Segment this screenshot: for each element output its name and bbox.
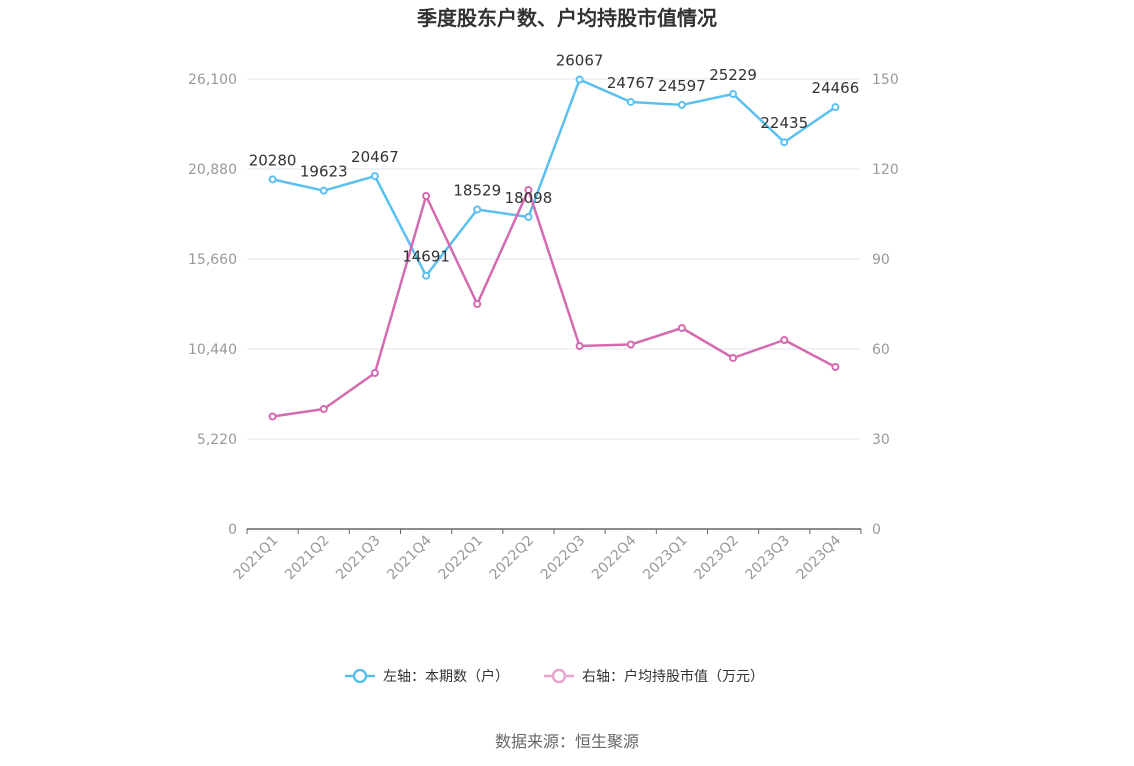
data-point[interactable] — [626, 97, 635, 106]
data-point[interactable] — [370, 369, 379, 377]
right-tick-label: 30 — [872, 432, 890, 448]
left-axis: 0 5,220 10,440 15,660 20,880 26,100 — [188, 72, 237, 538]
left-tick-label: 5,220 — [197, 432, 237, 448]
data-point[interactable] — [319, 405, 328, 413]
legend-item[interactable]: 右轴：户均持股市值（万元） — [544, 668, 764, 685]
x-tick-label: 2022Q2 — [487, 533, 538, 584]
data-point[interactable] — [677, 100, 686, 109]
data-label: 18529 — [453, 182, 501, 200]
data-point[interactable] — [729, 354, 738, 362]
grid-lines — [247, 78, 861, 440]
data-point[interactable] — [677, 324, 686, 332]
data-point[interactable] — [473, 300, 482, 308]
data-label: 20467 — [351, 148, 399, 166]
data-label: 18098 — [505, 189, 553, 207]
data-label: 24597 — [658, 77, 706, 95]
x-tick-label: 2021Q2 — [282, 533, 333, 584]
data-point[interactable] — [319, 186, 328, 195]
data-label: 24767 — [607, 74, 655, 92]
legend-item[interactable]: 左轴：本期数（户） — [345, 668, 509, 685]
left-tick-label: 0 — [228, 522, 237, 538]
legend-marker — [352, 668, 368, 684]
data-point[interactable] — [524, 186, 533, 194]
x-tick-label: 2022Q4 — [589, 532, 640, 583]
x-tick-label: 2023Q2 — [691, 533, 742, 584]
data-point[interactable] — [370, 172, 379, 181]
data-point[interactable] — [268, 175, 277, 184]
x-tick-label: 2022Q1 — [435, 533, 486, 584]
data-point[interactable] — [524, 212, 533, 221]
data-label: 20280 — [249, 151, 297, 169]
right-tick-label: 90 — [872, 252, 890, 268]
legend-label: 右轴：户均持股市值（万元） — [582, 668, 764, 685]
data-label: 19623 — [300, 163, 348, 181]
data-label: 25229 — [709, 66, 757, 84]
data-point[interactable] — [422, 192, 431, 200]
data-label: 14691 — [402, 248, 450, 266]
data-point[interactable] — [268, 412, 277, 421]
source-note: 数据来源：恒生聚源 — [495, 732, 639, 751]
data-point[interactable] — [473, 205, 482, 214]
data-label: 22435 — [760, 114, 808, 132]
data-point[interactable] — [575, 342, 584, 350]
data-point[interactable] — [831, 363, 840, 371]
data-point[interactable] — [831, 103, 840, 112]
x-tick-label: 2023Q3 — [742, 533, 793, 584]
x-tick-label: 2023Q1 — [640, 533, 691, 584]
data-point[interactable] — [780, 138, 789, 147]
chart-title: 季度股东户数、户均持股市值情况 — [416, 6, 717, 30]
data-label: 24466 — [812, 79, 860, 97]
data-point[interactable] — [575, 75, 584, 84]
right-tick-label: 60 — [872, 342, 890, 358]
data-label: 26067 — [556, 52, 604, 70]
x-tick-label: 2021Q3 — [333, 533, 384, 584]
legend-label: 左轴：本期数（户） — [383, 668, 509, 685]
series-layer — [268, 75, 840, 421]
data-point[interactable] — [780, 336, 789, 344]
x-tick-label: 2021Q1 — [231, 533, 282, 584]
x-axis: 2021Q1 2021Q2 2021Q3 2021Q4 2022Q1 2022Q2 2022… — [231, 528, 862, 584]
data-point[interactable] — [729, 90, 738, 99]
right-tick-label: 120 — [872, 162, 899, 178]
x-tick-label: 2021Q4 — [384, 532, 435, 583]
right-tick-label: 0 — [872, 522, 881, 538]
data-point[interactable] — [626, 340, 635, 349]
x-tick-label: 2023Q4 — [794, 532, 845, 583]
left-tick-label: 20,880 — [188, 162, 237, 178]
series-line — [272, 188, 837, 418]
x-tick-label: 2022Q3 — [538, 533, 589, 584]
left-tick-label: 10,440 — [188, 342, 237, 358]
left-tick-label: 26,100 — [188, 72, 237, 88]
right-tick-label: 150 — [872, 72, 899, 88]
left-tick-label: 15,660 — [188, 252, 237, 268]
legend-marker — [551, 668, 567, 684]
legend[interactable]: 左轴：本期数（户） 右轴：户均持股市值（万元） — [345, 668, 764, 685]
right-axis: 0 30 60 90 120 150 — [872, 72, 899, 538]
series-line — [272, 78, 837, 277]
data-point[interactable] — [422, 271, 431, 280]
